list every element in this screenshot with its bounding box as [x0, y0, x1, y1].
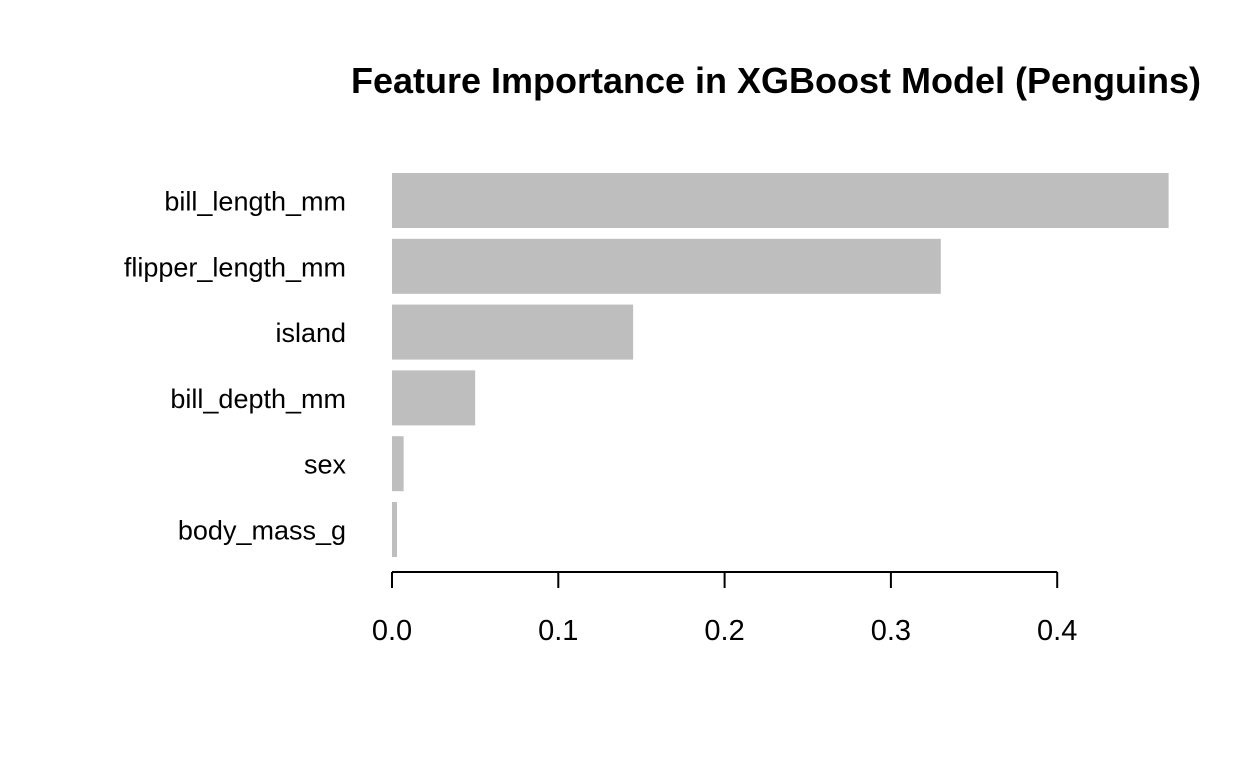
category-label-body-mass-g: body_mass_g	[178, 516, 346, 546]
x-tick-label: 0.3	[871, 615, 911, 647]
x-tick-label: 0.4	[1037, 615, 1077, 647]
bar-bill-depth-mm	[392, 370, 476, 426]
x-tick-label: 0.0	[372, 615, 412, 647]
chart-title: Feature Importance in XGBoost Model (Pen…	[351, 60, 1201, 101]
bars-layer	[392, 173, 1169, 557]
category-label-sex: sex	[304, 450, 347, 480]
category-label-bill-length-mm: bill_length_mm	[164, 187, 346, 217]
bar-body-mass-g	[392, 502, 397, 557]
x-tick-label: 0.1	[538, 615, 578, 647]
category-label-bill-depth-mm: bill_depth_mm	[170, 384, 346, 414]
category-label-flipper-length-mm: flipper_length_mm	[124, 252, 346, 282]
x-axis: 0.0 0.1 0.2 0.3 0.4	[372, 571, 1077, 647]
bar-island	[392, 304, 634, 360]
bar-flipper-length-mm	[392, 238, 941, 294]
bar-bill-length-mm	[392, 173, 1169, 228]
bar-sex	[392, 436, 404, 492]
category-label-island: island	[275, 318, 346, 348]
x-tick-label: 0.2	[704, 615, 744, 647]
